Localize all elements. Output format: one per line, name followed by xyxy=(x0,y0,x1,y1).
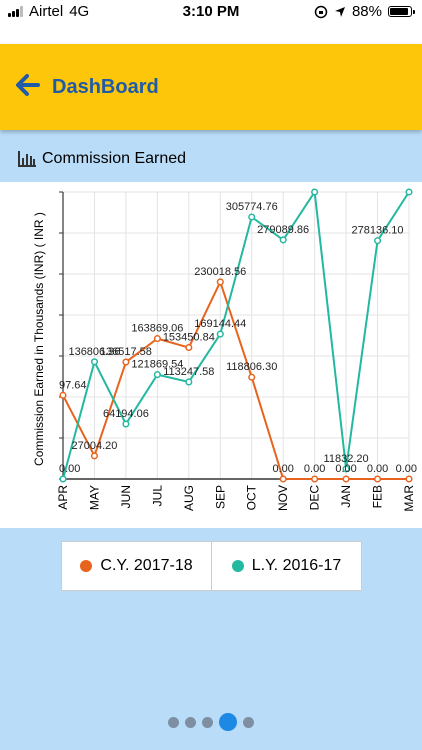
commission-line-chart: APR MAY JUN JUL AUG SEP OCT NOV DEC JAN FEB MAR 97.6… xyxy=(56,188,417,512)
data-label: 305774.76 xyxy=(226,201,278,213)
data-point xyxy=(122,420,130,428)
page-dot[interactable] xyxy=(243,716,254,728)
data-label: 0.00 xyxy=(272,463,293,475)
data-label: 0.00 xyxy=(335,463,356,475)
data-label: 121869.54 xyxy=(131,359,183,371)
data-point xyxy=(311,188,319,196)
chart-panel: Commission Earned in Thousands (INR) ( I… xyxy=(0,182,422,528)
clock: 3:10 PM xyxy=(182,3,240,20)
data-label: 278136.10 xyxy=(352,225,404,237)
data-label: 0.00 xyxy=(59,463,80,475)
page-dot[interactable] xyxy=(185,716,196,728)
carrier-label: Airtel xyxy=(29,3,64,20)
data-label: 27004.20 xyxy=(72,440,118,452)
data-point xyxy=(59,391,67,399)
data-label: 113247.58 xyxy=(163,366,214,378)
rotation-lock-icon xyxy=(314,5,328,18)
x-tick-label: OCT xyxy=(245,484,259,510)
x-tick-label: MAY xyxy=(87,485,101,510)
series-line xyxy=(62,189,410,480)
data-label: 230018.56 xyxy=(194,266,246,278)
status-bar: Airtel 4G 3:10 PM 88% xyxy=(0,0,422,44)
x-tick-label: FEB xyxy=(371,485,385,508)
section-title: Commission Earned xyxy=(42,150,187,167)
legend-item-cy[interactable]: C.Y. 2017-18 xyxy=(62,542,211,590)
signal-icon xyxy=(8,6,23,17)
data-label: 0.00 xyxy=(367,463,388,475)
chart-legend: C.Y. 2017-18 L.Y. 2016-17 xyxy=(61,541,362,591)
network-label: 4G xyxy=(69,3,90,20)
data-label: 169144.44 xyxy=(194,318,246,330)
x-tick-label: APR xyxy=(56,485,70,510)
legend-swatch xyxy=(231,560,244,572)
legend-label: C.Y. 2017-18 xyxy=(100,557,193,574)
section-header: Commission Earned xyxy=(18,150,186,168)
page-indicator xyxy=(0,713,422,731)
data-point xyxy=(248,213,256,221)
data-label: 136517.58 xyxy=(100,346,152,358)
status-right: 88% xyxy=(314,3,415,20)
x-tick-label: JAN xyxy=(339,485,353,508)
legend-item-ly[interactable]: L.Y. 2016-17 xyxy=(211,542,361,590)
data-label: 0.00 xyxy=(396,463,417,475)
data-label: 0.00 xyxy=(304,463,325,475)
series-line xyxy=(62,279,409,480)
data-point xyxy=(185,378,193,386)
app-header: DashBoard xyxy=(0,44,422,130)
data-point xyxy=(405,475,413,483)
data-label: 279089.86 xyxy=(257,224,309,236)
data-point xyxy=(279,475,287,483)
battery-icon xyxy=(388,6,415,17)
data-point xyxy=(279,236,287,244)
bar-chart-icon xyxy=(18,151,36,167)
page-dot[interactable] xyxy=(202,716,213,728)
data-point xyxy=(373,475,382,483)
back-arrow-icon xyxy=(16,74,40,96)
x-tick-label: SEP xyxy=(213,485,227,509)
x-tick-label: DEC xyxy=(308,485,322,511)
data-point xyxy=(153,335,161,343)
x-tick-label: AUG xyxy=(182,485,196,511)
status-left: Airtel 4G xyxy=(8,3,89,20)
data-label: 163869.06 xyxy=(131,323,183,335)
location-icon xyxy=(334,6,345,17)
data-point xyxy=(216,278,224,286)
page-dot[interactable] xyxy=(168,716,179,728)
data-point xyxy=(405,188,413,196)
page-title: DashBoard xyxy=(52,76,159,98)
x-tick-label: NOV xyxy=(276,485,290,511)
data-point xyxy=(342,465,350,473)
data-point xyxy=(248,373,256,381)
data-label: 64194.06 xyxy=(103,408,149,420)
data-label: 136806.36 xyxy=(68,346,120,358)
data-label: 118806.30 xyxy=(226,361,277,373)
data-point xyxy=(216,330,224,338)
data-point xyxy=(373,237,382,245)
data-point xyxy=(153,371,161,379)
data-point xyxy=(59,475,67,483)
back-button[interactable] xyxy=(12,70,48,106)
x-tick-label: JUN xyxy=(119,485,133,508)
page-dot[interactable] xyxy=(219,713,237,731)
data-label: 153450.84 xyxy=(163,332,215,344)
legend-label: L.Y. 2016-17 xyxy=(251,557,342,574)
x-tick-label: MAR xyxy=(402,485,416,512)
data-point xyxy=(90,452,99,460)
legend-swatch xyxy=(80,560,93,572)
data-point xyxy=(90,358,99,366)
x-tick-label: JUL xyxy=(150,485,164,507)
data-point xyxy=(122,358,130,366)
battery-percent: 88% xyxy=(351,3,382,20)
data-point xyxy=(342,475,350,483)
data-point xyxy=(311,475,319,483)
data-label: 97.64 xyxy=(59,379,87,391)
data-label: 11832.20 xyxy=(324,453,369,465)
data-point xyxy=(185,343,193,352)
